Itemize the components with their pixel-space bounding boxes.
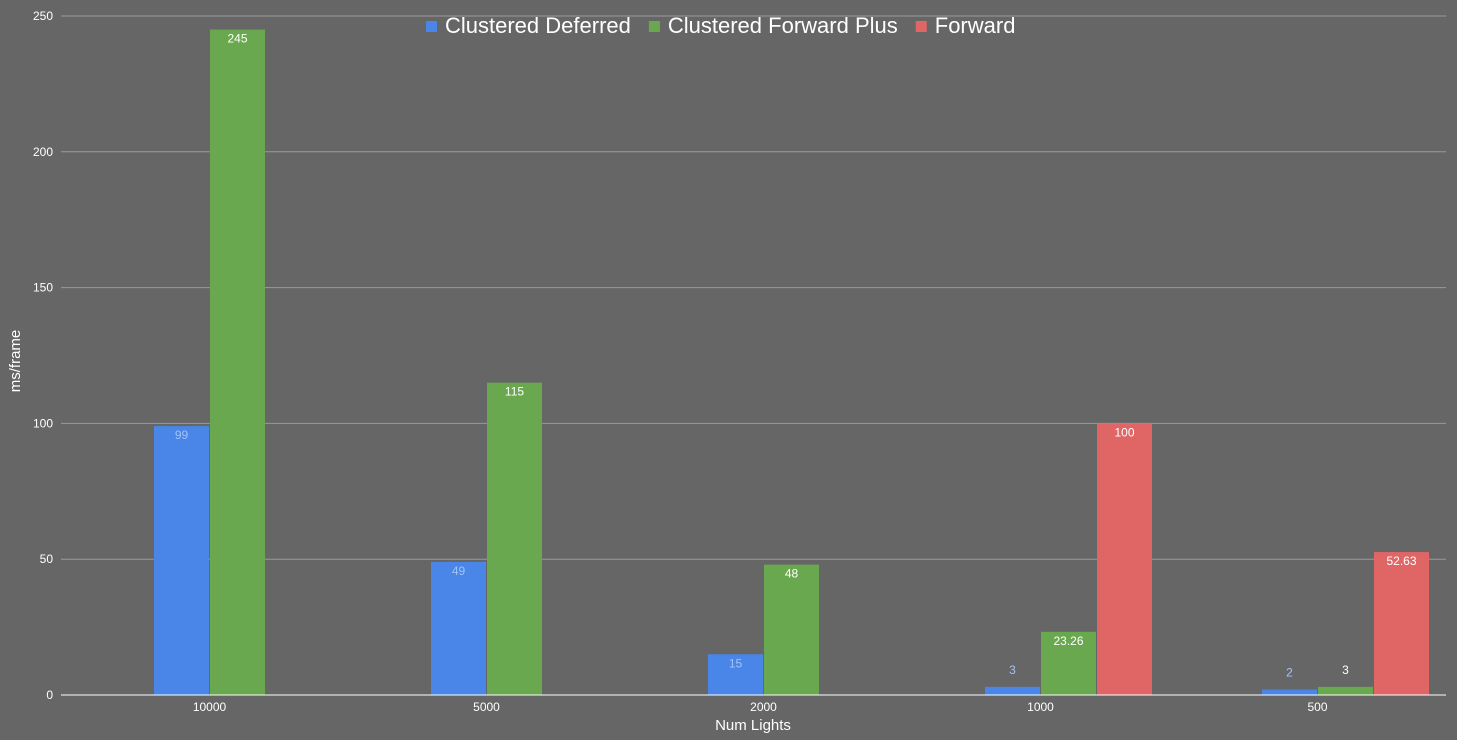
y-tick-label: 150 xyxy=(33,281,53,295)
bar xyxy=(1097,423,1152,695)
bar xyxy=(985,686,1040,695)
y-axis-ticks: 0 50 100 150 200 250 xyxy=(33,9,53,702)
y-tick-label: 250 xyxy=(33,9,53,23)
data-label: 245 xyxy=(227,32,247,46)
legend-label: Clustered Deferred xyxy=(445,13,631,38)
bar xyxy=(764,564,819,695)
data-label: 100 xyxy=(1114,425,1134,439)
data-label: 99 xyxy=(175,428,189,442)
y-tick-label: 0 xyxy=(46,688,53,702)
data-label: 49 xyxy=(452,564,466,578)
bar xyxy=(708,654,763,695)
data-label: 3 xyxy=(1342,663,1349,677)
y-axis-title: ms/frame xyxy=(7,330,24,393)
legend-swatch xyxy=(648,21,660,32)
x-tick-label: 1000 xyxy=(1027,700,1054,714)
x-tick-label: 5000 xyxy=(473,700,500,714)
y-tick-label: 100 xyxy=(33,416,53,430)
bar xyxy=(487,382,542,695)
bar xyxy=(1374,552,1429,695)
legend-swatch xyxy=(426,21,437,32)
data-label: 115 xyxy=(505,385,524,399)
data-label: 15 xyxy=(729,656,743,670)
bar xyxy=(431,561,486,695)
x-axis-title: Num Lights xyxy=(715,717,791,734)
data-label: 3 xyxy=(1009,663,1016,677)
legend: Clustered Deferred Clustered Forward Plus… xyxy=(426,13,1015,38)
legend-swatch xyxy=(915,21,927,32)
legend-label: Clustered Forward Plus xyxy=(668,13,898,38)
data-label: 52.63 xyxy=(1386,554,1416,568)
gridlines xyxy=(61,15,1446,560)
bar xyxy=(1041,631,1096,695)
bar xyxy=(1318,686,1373,695)
bars xyxy=(154,29,1429,695)
x-tick-label: 2000 xyxy=(750,700,777,714)
bar xyxy=(1262,689,1317,695)
data-label: 2 xyxy=(1286,666,1293,680)
bar xyxy=(154,426,209,695)
legend-label: Forward xyxy=(935,13,1016,38)
x-axis-ticks: 10000 5000 2000 1000 500 xyxy=(193,700,1328,714)
x-tick-label: 10000 xyxy=(193,700,227,714)
bar xyxy=(210,29,265,695)
data-label: 48 xyxy=(785,567,799,581)
data-labels: 99 245 49 115 15 48 3 23.26 100 2 3 52.63 xyxy=(175,32,1417,680)
x-tick-label: 500 xyxy=(1307,700,1327,714)
data-label: 23.26 xyxy=(1053,634,1083,648)
y-tick-label: 200 xyxy=(33,145,53,159)
y-tick-label: 50 xyxy=(40,552,54,566)
